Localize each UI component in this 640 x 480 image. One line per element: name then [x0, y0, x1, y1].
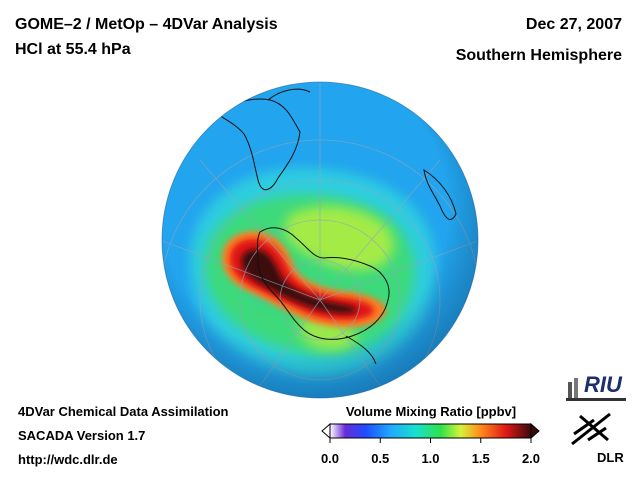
riu-logo-text: RIU [584, 372, 622, 397]
colorbar-tick-label: 1.0 [421, 451, 440, 466]
dlr-logo-text: DLR [597, 450, 624, 465]
colorbar-tick-label: 1.5 [471, 451, 490, 466]
colorbar-tick-label: 0.5 [371, 451, 390, 466]
colorbar-high-arrow [530, 422, 540, 440]
colorbar-low-arrow [321, 422, 331, 440]
globe-rim [161, 81, 479, 399]
footer-system: 4DVar Chemical Data Assimilation [18, 404, 229, 419]
plot-title: GOME–2 / MetOp – 4DVar Analysis [15, 16, 278, 33]
globe-field [162, 82, 478, 398]
colorbar [321, 422, 540, 443]
riu-logo-icon [566, 378, 626, 401]
footer-url[interactable]: http://wdc.dlr.de [18, 452, 118, 467]
colorbar-title: Volume Mixing Ratio [ppbv] [345, 404, 517, 419]
analysis-date: Dec 27, 2007 [525, 16, 622, 33]
colorbar-tick-label: 2.0 [521, 451, 541, 466]
footer-version: SACADA Version 1.7 [18, 428, 146, 443]
dlr-logo-icon [571, 412, 611, 446]
globe-shading [162, 82, 478, 398]
colorbar-gradient [330, 424, 531, 438]
region-label: Southern Hemisphere [455, 47, 622, 64]
plot-subtitle: HCl at 55.4 hPa [15, 41, 131, 58]
colorbar-tick-label: 0.0 [320, 451, 340, 466]
